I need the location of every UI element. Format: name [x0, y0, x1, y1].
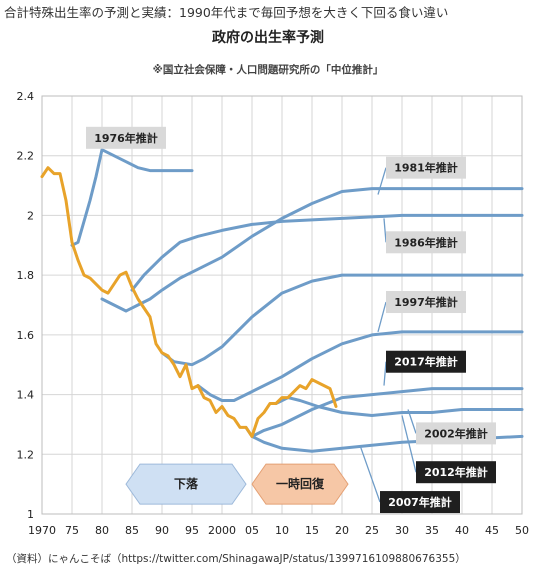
series-label-1976: 1976年推計	[94, 131, 158, 145]
projection-line-2002	[196, 330, 524, 402]
y-tick-label: 1.8	[17, 269, 35, 282]
label-leader-2017	[383, 361, 387, 386]
projection-line-1986	[130, 213, 524, 292]
x-tick-label: 2000	[208, 524, 236, 537]
series-label-2007: 2007年推計	[388, 495, 452, 509]
series-label-2002: 2002年推計	[424, 426, 488, 440]
series-label-box-1981	[386, 156, 466, 179]
x-tick-label: 1970	[28, 524, 56, 537]
decline-arrow: 下落	[125, 463, 247, 505]
x-tick-label: 15	[305, 524, 319, 537]
series-label-box-2007	[380, 491, 460, 514]
x-axis: 1970 75 80 85 90 95 2000 05 10 15 20 25 30 35 40 45 50	[28, 524, 529, 537]
series-label-2017: 2017年推計	[394, 355, 458, 369]
x-tick-label: 45	[485, 524, 499, 537]
y-axis: 1 1.2 1.4 1.6 1.8 2 2.2 2.4	[17, 90, 35, 521]
x-tick-label: 05	[245, 524, 259, 537]
series-label-box-2002	[416, 422, 496, 445]
x-tick-label: 80	[95, 524, 109, 537]
label-leader-2002	[407, 409, 417, 434]
y-tick-label: 2.4	[17, 90, 35, 103]
series-label-1997: 1997年推計	[394, 295, 458, 309]
chart-title: 政府の出生率予測	[212, 29, 324, 46]
y-tick-label: 2	[27, 209, 34, 222]
series-lines	[40, 148, 524, 453]
x-tick-label: 20	[335, 524, 349, 537]
x-tick-label: 10	[275, 524, 289, 537]
source-note: （資料）にゃんこそば（https://twitter.com/Shinagawa…	[6, 553, 466, 565]
y-tick-label: 2.2	[17, 150, 35, 163]
label-leader-2007	[359, 445, 381, 503]
x-tick-label: 35	[425, 524, 439, 537]
projection-line-1997	[160, 273, 524, 367]
x-tick-label: 95	[185, 524, 199, 537]
series-label-box-1976	[86, 126, 166, 149]
label-leader-1997	[377, 301, 387, 333]
decline-arrow-label: 下落	[174, 476, 199, 491]
y-tick-label: 1	[27, 508, 34, 521]
plot-frame	[41, 95, 523, 515]
series-label-box-1986	[386, 231, 466, 254]
x-tick-label: 40	[455, 524, 469, 537]
series-label-box-2012	[416, 461, 496, 484]
projection-line-1981	[100, 187, 524, 313]
headline: 合計特殊出生率の予測と実績：1990年代まで毎回予想を大きく下回る食い違い	[4, 5, 449, 20]
trend-arrows: 下落 一時回復	[125, 463, 349, 505]
label-leader-2012	[401, 415, 417, 473]
x-tick-label: 85	[125, 524, 139, 537]
series-label-1981: 1981年推計	[394, 161, 458, 175]
y-tick-label: 1.4	[17, 389, 35, 402]
x-tick-label: 50	[515, 524, 529, 537]
y-tick-label: 1.2	[17, 448, 35, 461]
series-label-box-1997	[386, 291, 466, 314]
series-labels: 1976年推計 1981年推計 1986年推計 1997年推計 2002年推計 2007年…	[86, 126, 496, 514]
actual-line	[40, 166, 338, 438]
chart-subtitle: ※国立社会保障・人口問題研究所の「中位推計」	[153, 63, 384, 76]
projection-line-1976	[70, 148, 194, 247]
label-leader-1981	[377, 167, 387, 195]
y-tick-label: 1.6	[17, 329, 35, 342]
x-tick-label: 30	[395, 524, 409, 537]
label-leader-1986	[383, 218, 387, 243]
projection-line-2012	[274, 396, 524, 417]
series-label-1986: 1986年推計	[394, 235, 458, 249]
projection-line-2017	[250, 387, 524, 438]
series-label-2012: 2012年推計	[424, 465, 488, 479]
recovery-arrow-label: 一時回復	[276, 476, 325, 491]
x-tick-label: 25	[365, 524, 379, 537]
series-label-box-2017	[386, 350, 466, 373]
recovery-arrow: 一時回復	[251, 463, 349, 505]
x-tick-label: 90	[155, 524, 169, 537]
x-tick-label: 75	[65, 524, 79, 537]
